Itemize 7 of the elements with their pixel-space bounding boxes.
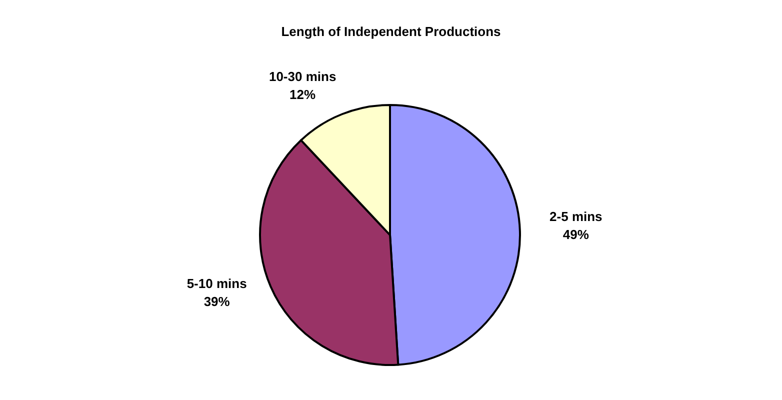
slice-label: 2-5 mins [550, 209, 602, 224]
data-label: 49% [562, 227, 590, 242]
data-label: 12% [290, 86, 316, 102]
slice-label: 10-30 mins [268, 68, 336, 84]
data-label: 39% [204, 294, 230, 309]
chart-title: Length of Independent Productions [281, 24, 501, 39]
slice-label: 5-10 mins [186, 276, 247, 291]
